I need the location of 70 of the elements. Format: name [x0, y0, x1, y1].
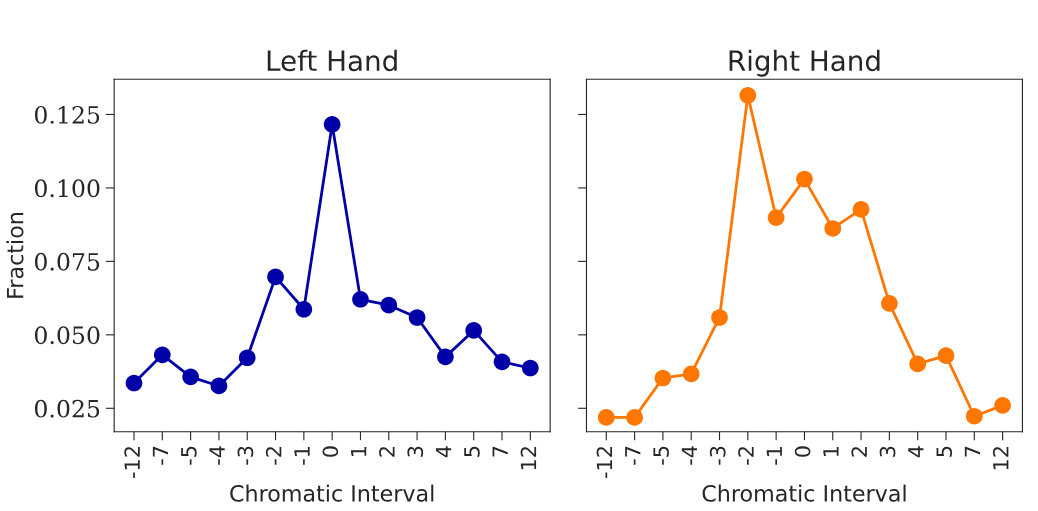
x-tick-label: -7 — [152, 446, 169, 465]
point — [597, 409, 615, 426]
point — [153, 346, 171, 364]
x-tick-label: -4 — [681, 446, 697, 465]
x-tick-label: -7 — [625, 446, 641, 465]
point — [626, 409, 643, 426]
chart-title: Left Hand — [267, 49, 397, 72]
x-tick-label: 7 — [492, 446, 508, 457]
x-tick-label: -3 — [709, 446, 726, 465]
point — [796, 170, 813, 188]
x-axis-title: Chromatic Interval — [702, 484, 906, 502]
x-tick-label: 0 — [322, 446, 339, 457]
x-tick-label: -3 — [237, 446, 254, 465]
point — [682, 365, 700, 383]
x-tick-label: 7 — [964, 446, 981, 457]
point — [437, 348, 454, 366]
x-tick-label: 4 — [908, 446, 924, 458]
point — [238, 349, 256, 367]
point — [521, 359, 539, 377]
point — [352, 290, 369, 308]
x-tick-label: 2 — [379, 447, 395, 457]
x-tick-label: 1 — [351, 446, 367, 456]
chart-title: Right Hand — [729, 49, 880, 77]
x-tick-label: 0 — [794, 446, 811, 457]
point — [852, 201, 870, 218]
x-tick-label: -2 — [738, 447, 754, 465]
point — [267, 268, 284, 286]
point — [654, 369, 672, 387]
y-tick-label: 0.050 — [34, 326, 100, 345]
point — [994, 397, 1011, 414]
x-tick-label: -4 — [209, 446, 225, 465]
x-tick-label: 1 — [823, 446, 839, 456]
point — [739, 87, 757, 104]
x-tick-label: -5 — [653, 446, 669, 465]
point — [767, 209, 785, 226]
point — [295, 300, 313, 318]
y-tick-label: 0.125 — [34, 105, 100, 124]
y-axis-title: Fraction — [6, 213, 24, 298]
point — [323, 116, 341, 133]
point — [380, 296, 398, 314]
x-tick-label: 2 — [851, 447, 867, 457]
x-tick-label: 12 — [520, 447, 537, 470]
x-tick-label: -1 — [766, 446, 782, 465]
x-tick-label: 5 — [464, 446, 480, 457]
point — [408, 309, 426, 326]
x-tick-label: 12 — [992, 447, 1009, 470]
point — [965, 407, 983, 425]
point — [182, 368, 199, 386]
point — [711, 309, 728, 326]
y-tick-label: 0.025 — [34, 399, 100, 418]
point — [493, 353, 511, 371]
x-tick-label: -5 — [181, 446, 197, 465]
x-tick-label: -1 — [294, 446, 310, 465]
point — [824, 220, 842, 237]
x-tick-label: -12 — [124, 447, 140, 478]
point — [210, 377, 228, 395]
point — [465, 322, 483, 339]
x-tick-label: -12 — [596, 447, 613, 478]
x-tick-label: 3 — [879, 446, 896, 457]
point — [909, 355, 927, 373]
y-tick-label: 0.075 — [34, 252, 100, 271]
x-tick-label: 4 — [435, 446, 452, 458]
x-tick-label: 3 — [407, 446, 424, 457]
point — [937, 347, 955, 365]
x-axis-title: Chromatic Interval — [230, 484, 434, 502]
y-tick-label: 0.100 — [34, 179, 100, 198]
point — [881, 295, 898, 312]
point — [125, 374, 143, 392]
x-tick-label: -2 — [265, 447, 282, 465]
x-tick-label: 5 — [936, 446, 953, 457]
